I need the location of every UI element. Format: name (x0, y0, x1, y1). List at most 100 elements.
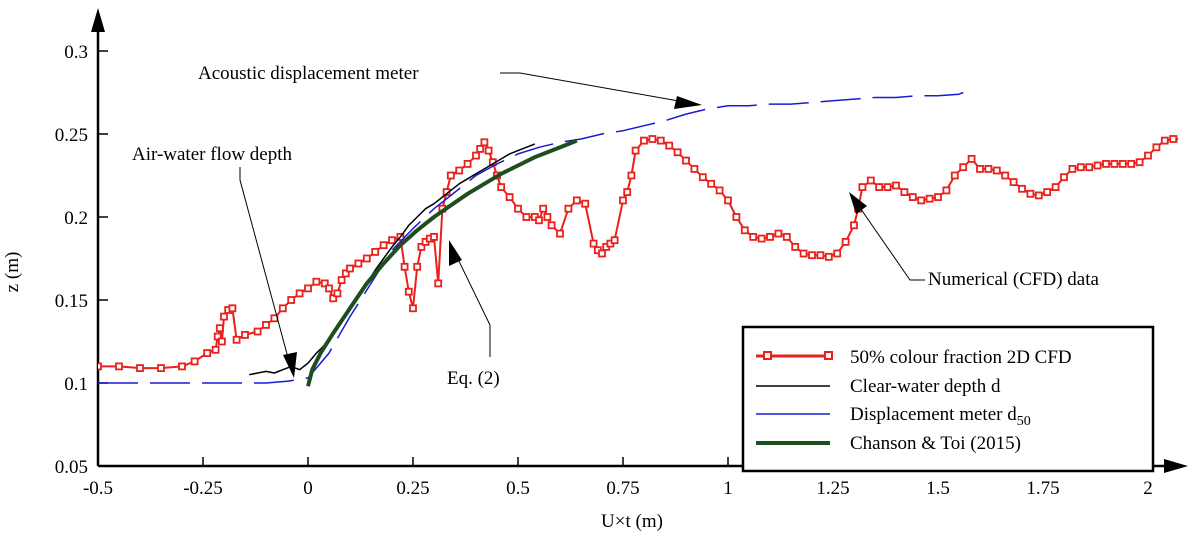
y-ticks: 0.05 0.1 0.15 0.2 0.25 0.3 (55, 42, 108, 478)
data-point (950, 171, 959, 180)
legend-marker-cfd (824, 351, 833, 360)
data-point (992, 166, 1001, 175)
data-point (346, 264, 354, 273)
data-point (1034, 191, 1043, 200)
data-point (1026, 189, 1035, 198)
data-point (1076, 163, 1085, 172)
data-point (883, 183, 892, 192)
data-point (976, 164, 984, 173)
data-point (967, 154, 976, 163)
data-point (892, 181, 900, 190)
data-point (1102, 159, 1110, 168)
data-point (241, 330, 249, 339)
data-point (740, 226, 749, 235)
data-point (619, 196, 627, 205)
data-point (514, 204, 522, 213)
data-point (413, 262, 422, 271)
data-point (333, 289, 342, 298)
data-point (329, 294, 338, 303)
y-axis-arrow-icon (91, 8, 105, 32)
legend-label-cfd: 50% colour fraction 2D CFD (850, 347, 1072, 368)
data-point (476, 144, 485, 153)
data-point (791, 242, 800, 251)
data-point (610, 236, 619, 245)
annotation-acoustic-meter: Acoustic displacement meter (198, 63, 419, 84)
data-point (564, 204, 573, 213)
x-tick-label: 1.5 (926, 478, 950, 499)
data-point (589, 239, 598, 248)
data-point (1085, 163, 1094, 172)
data-point (232, 335, 241, 344)
data-point (858, 183, 867, 192)
data-point (917, 196, 926, 205)
data-point (757, 234, 766, 243)
data-point (320, 279, 329, 288)
data-point (341, 269, 350, 278)
annotation-eq2-arrow-icon (449, 240, 462, 266)
x-tick-label: -0.5 (83, 478, 113, 499)
legend: 50% colour fraction 2D CFD Clear-water d… (741, 325, 1155, 473)
data-point (908, 193, 917, 202)
data-point (115, 362, 123, 371)
annotation-eq2: Eq. (2) (447, 368, 500, 389)
data-point (215, 324, 224, 333)
data-point (623, 188, 632, 197)
y-tick-label: 0.15 (55, 291, 88, 312)
data-point (178, 362, 186, 371)
data-point (707, 179, 716, 188)
legend-marker-cfd (763, 351, 772, 360)
data-point (400, 262, 409, 271)
data-point (455, 166, 464, 175)
data-point (497, 183, 506, 192)
data-point (984, 164, 993, 173)
data-point (136, 364, 144, 373)
data-point (1093, 161, 1102, 170)
data-point (287, 296, 296, 304)
data-point (665, 141, 674, 150)
data-point (1043, 188, 1052, 197)
y-tick-label: 0.25 (55, 125, 88, 146)
data-point (673, 148, 682, 157)
data-point (900, 188, 909, 197)
annotation-air-water-depth: Air-water flow depth (132, 144, 293, 165)
series-3 (306, 138, 578, 387)
data-point (824, 252, 833, 261)
data-point (362, 254, 371, 263)
data-point (354, 259, 363, 268)
data-point (484, 146, 493, 155)
data-point (749, 232, 758, 241)
data-point (816, 251, 825, 260)
data-point (1144, 151, 1152, 160)
data-point (732, 213, 741, 221)
y-tick-label: 0.3 (64, 42, 88, 63)
x-tick-label: 0.5 (506, 478, 530, 499)
data-point (1169, 135, 1178, 143)
data-point (388, 236, 396, 245)
series-line (98, 91, 964, 384)
data-point (942, 186, 951, 195)
series-line (306, 138, 578, 387)
legend-item-chanson: Chanson & Toi (2015) (756, 433, 1021, 454)
data-point (572, 196, 581, 205)
legend-label-displacement: Displacement meter d50 (850, 404, 1031, 429)
data-point (782, 232, 791, 241)
data-point (698, 173, 707, 182)
data-point (213, 332, 222, 341)
data-point (262, 320, 270, 329)
data-point (715, 186, 724, 195)
annotation-air-water-depth-arrow-icon (283, 352, 297, 378)
data-point (1152, 143, 1161, 152)
annotations: Acoustic displacement meter Air-water fl… (132, 63, 1100, 389)
x-tick-label: -0.25 (183, 478, 223, 499)
data-point (337, 276, 346, 285)
data-point (312, 277, 321, 286)
x-axis-title: U×t (m) (601, 511, 663, 532)
x-tick-label: 1.75 (1026, 478, 1059, 499)
data-point (278, 304, 287, 313)
series-line (249, 143, 536, 376)
data-point (295, 289, 304, 298)
y-tick-label: 0.2 (64, 208, 88, 229)
data-point (220, 312, 228, 321)
data-point (547, 221, 556, 230)
